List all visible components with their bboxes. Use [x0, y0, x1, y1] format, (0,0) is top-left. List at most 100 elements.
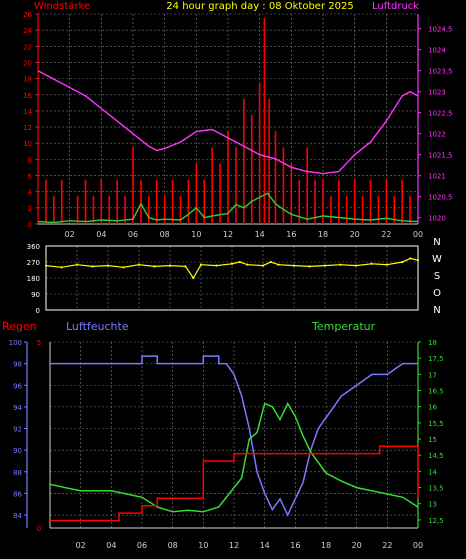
direction-point — [106, 264, 110, 267]
temperature-tick-label: 18 — [428, 339, 437, 347]
x-tick-label: 06 — [137, 541, 147, 550]
chart-title: 24 hour graph day : 08 Oktober 2025 — [166, 1, 353, 12]
direction-point — [370, 262, 373, 265]
temperature-tick-label: 13 — [428, 501, 437, 509]
x-tick-label: 12 — [229, 541, 239, 550]
direction-tick-label: 270 — [27, 259, 40, 267]
direction-point — [409, 257, 412, 260]
temperature-tick-label: 14 — [428, 468, 437, 476]
humidity-tick-label: 92 — [13, 426, 22, 434]
right-tick-label: 1020 — [428, 215, 446, 223]
left-tick-label: 24 — [23, 27, 32, 35]
x-tick-label: 08 — [160, 230, 170, 239]
wind-axis-label: Windstärke — [34, 1, 90, 12]
x-tick-label: 06 — [128, 230, 138, 239]
rain-line — [50, 445, 419, 522]
x-tick-label: 10 — [191, 230, 201, 239]
temperature-tick-label: 15 — [428, 436, 437, 444]
x-tick-label: 04 — [106, 541, 116, 550]
x-tick-label: 22 — [381, 230, 391, 239]
temperature-axis-label: Temperatur — [311, 320, 376, 333]
temperature-tick-label: 16 — [428, 404, 437, 412]
right-tick-label: 1021,5 — [428, 152, 453, 160]
left-tick-label: 2 — [28, 205, 32, 213]
left-tick-label: 6 — [28, 173, 33, 181]
direction-point — [137, 263, 141, 266]
direction-point — [215, 264, 218, 267]
temperature-tick-label: 17,5 — [428, 355, 444, 363]
humidity-tick-label: 98 — [13, 361, 22, 369]
humidity-tick-label: 86 — [13, 490, 22, 498]
direction-tick-label: 360 — [27, 243, 40, 251]
x-tick-label: 22 — [382, 541, 392, 550]
direction-point — [308, 265, 311, 268]
humidity-tick-label: 90 — [13, 447, 22, 455]
humidity-tick-label: 88 — [13, 469, 22, 477]
x-tick-label: 16 — [286, 230, 296, 239]
direction-point — [238, 260, 241, 264]
direction-point — [401, 260, 404, 264]
direction-point — [60, 266, 63, 269]
temperature-tick-label: 15,5 — [428, 420, 444, 428]
x-tick-label: 14 — [260, 541, 270, 550]
direction-frame — [45, 245, 419, 311]
top-chart-lines — [37, 70, 419, 224]
right-tick-label: 1022 — [428, 131, 446, 139]
compass-label: N — [433, 305, 440, 316]
bottom-chart-grid — [50, 341, 418, 528]
rain-axis-label: Regen — [2, 320, 37, 333]
x-tick-label: 20 — [352, 541, 362, 550]
right-tick-label: 1022,5 — [428, 110, 453, 118]
direction-point — [184, 265, 187, 268]
direction-point — [323, 264, 327, 267]
humidity-tick-label: 84 — [13, 512, 22, 520]
x-tick-label: 08 — [168, 541, 178, 550]
temperature-tick-label: 13,5 — [428, 485, 444, 493]
direction-tick-label: 90 — [31, 291, 40, 299]
direction-points — [44, 257, 420, 280]
left-tick-label: 12 — [23, 124, 32, 132]
x-tick-label: 18 — [321, 541, 331, 550]
left-tick-label: 0 — [28, 221, 32, 229]
direction-point — [91, 265, 94, 268]
left-tick-label: 10 — [23, 140, 32, 148]
direction-point — [230, 262, 234, 265]
wind-average-line — [37, 192, 419, 224]
left-tick-label: 26 — [23, 11, 32, 19]
temperature-tick-label: 14,5 — [428, 452, 444, 460]
right-tick-label: 1024,5 — [428, 26, 453, 34]
x-tick-label: 10 — [198, 541, 208, 550]
x-tick-label: 20 — [350, 230, 360, 239]
left-tick-label: 22 — [23, 43, 32, 51]
bottom-chart-lines — [49, 355, 419, 522]
left-tick-label: 16 — [23, 92, 32, 100]
left-tick-label: 18 — [23, 76, 32, 84]
right-tick-label: 1023,5 — [428, 68, 453, 76]
x-tick-label: 18 — [318, 230, 328, 239]
right-tick-label: 1021 — [428, 173, 446, 181]
direction-point — [277, 263, 280, 266]
right-tick-label: 1020,5 — [428, 194, 453, 202]
compass-label: W — [432, 254, 442, 265]
x-tick-label: 12 — [223, 230, 233, 239]
compass-label: N — [433, 237, 440, 248]
left-tick-label: 4 — [28, 189, 33, 197]
direction-tick-label: 180 — [27, 275, 40, 283]
direction-point — [75, 263, 79, 266]
right-tick-label: 1024 — [428, 47, 446, 55]
direction-point — [192, 276, 195, 280]
compass-label: S — [434, 271, 440, 282]
right-tick-label: 1023 — [428, 89, 446, 97]
bottom-chart-axes: 84 86 88 90 92 94 96 98 100 02 04 06 08 10 12 14 16 18 20 2… — [9, 339, 444, 550]
temperature-tick-label: 17 — [428, 371, 437, 379]
direction-point — [246, 263, 249, 266]
direction-tick-label: 0 — [36, 307, 40, 315]
humidity-tick-label: 96 — [13, 382, 22, 390]
x-tick-label: 02 — [65, 230, 75, 239]
x-tick-label: 00 — [413, 230, 423, 239]
direction-chart-grid — [46, 246, 418, 310]
temperature-tick-label: 12,5 — [428, 517, 444, 525]
